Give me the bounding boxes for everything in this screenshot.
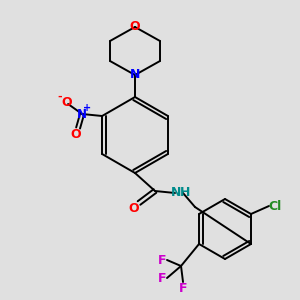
Text: F: F	[158, 254, 166, 266]
Text: -: -	[58, 92, 62, 102]
Text: N: N	[77, 107, 87, 121]
Text: N: N	[171, 185, 181, 199]
Text: F: F	[179, 281, 187, 295]
Text: O: O	[62, 97, 72, 110]
Text: Cl: Cl	[268, 200, 282, 212]
Text: N: N	[130, 68, 140, 82]
Text: O: O	[129, 202, 139, 214]
Text: F: F	[158, 272, 166, 284]
Text: O: O	[130, 20, 140, 34]
Text: H: H	[180, 185, 190, 199]
Text: O: O	[71, 128, 81, 140]
Text: +: +	[83, 103, 91, 113]
